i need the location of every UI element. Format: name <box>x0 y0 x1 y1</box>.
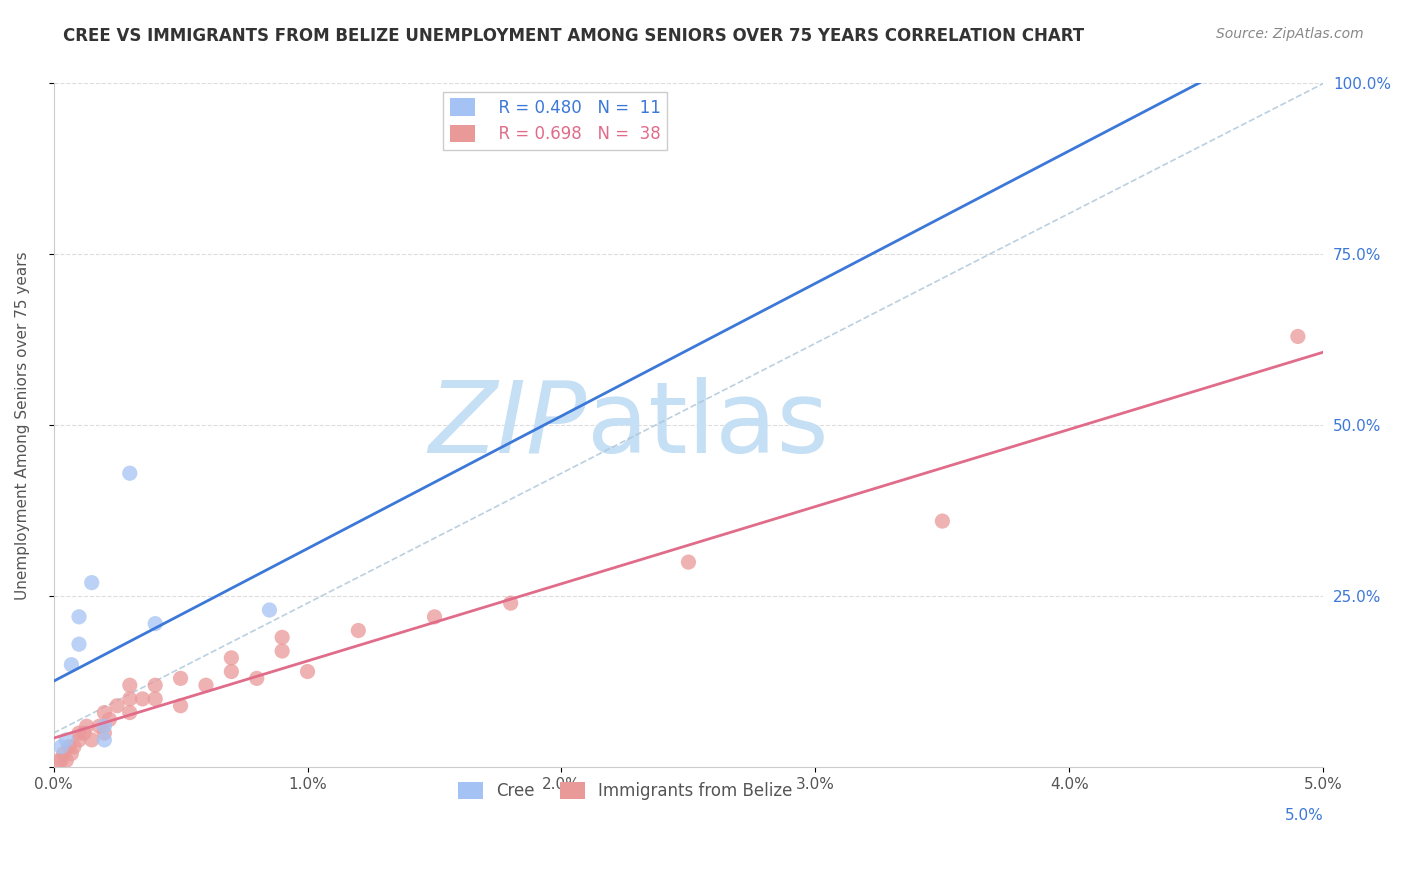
Point <box>118 692 141 706</box>
Point <box>67 610 90 624</box>
Point <box>51 739 73 754</box>
Point <box>259 603 281 617</box>
Point <box>63 739 86 754</box>
Point <box>51 754 73 768</box>
Point <box>499 596 522 610</box>
Point <box>105 698 128 713</box>
Point <box>271 631 294 645</box>
Point <box>55 754 77 768</box>
Text: Source: ZipAtlas.com: Source: ZipAtlas.com <box>1216 27 1364 41</box>
Text: atlas: atlas <box>586 376 828 474</box>
Point <box>89 719 111 733</box>
Point <box>73 726 96 740</box>
Point <box>52 747 75 761</box>
Point <box>118 467 141 481</box>
Point <box>1286 329 1309 343</box>
Point <box>678 555 700 569</box>
Point <box>221 651 243 665</box>
Point <box>60 657 83 672</box>
Point <box>93 719 115 733</box>
Point <box>143 692 166 706</box>
Point <box>143 616 166 631</box>
Point <box>297 665 319 679</box>
Point <box>194 678 217 692</box>
Point <box>98 713 121 727</box>
Text: ZIP: ZIP <box>429 376 586 474</box>
Point <box>131 692 153 706</box>
Text: 5.0%: 5.0% <box>1285 808 1323 823</box>
Y-axis label: Unemployment Among Seniors over 75 years: Unemployment Among Seniors over 75 years <box>15 251 30 599</box>
Point <box>67 726 90 740</box>
Point <box>76 719 98 733</box>
Point <box>93 733 115 747</box>
Point <box>423 610 446 624</box>
Legend: Cree, Immigrants from Belize: Cree, Immigrants from Belize <box>451 775 799 806</box>
Point <box>80 733 103 747</box>
Point <box>93 706 115 720</box>
Point <box>271 644 294 658</box>
Point <box>246 672 269 686</box>
Point <box>347 624 370 638</box>
Point <box>93 726 115 740</box>
Point <box>48 754 70 768</box>
Point <box>80 575 103 590</box>
Point <box>67 637 90 651</box>
Point <box>143 678 166 692</box>
Point <box>60 747 83 761</box>
Point <box>221 665 243 679</box>
Point <box>169 672 191 686</box>
Point <box>118 678 141 692</box>
Point <box>67 733 90 747</box>
Point <box>169 698 191 713</box>
Point <box>931 514 953 528</box>
Text: CREE VS IMMIGRANTS FROM BELIZE UNEMPLOYMENT AMONG SENIORS OVER 75 YEARS CORRELAT: CREE VS IMMIGRANTS FROM BELIZE UNEMPLOYM… <box>63 27 1084 45</box>
Point <box>58 739 80 754</box>
Point <box>118 706 141 720</box>
Point <box>55 733 77 747</box>
